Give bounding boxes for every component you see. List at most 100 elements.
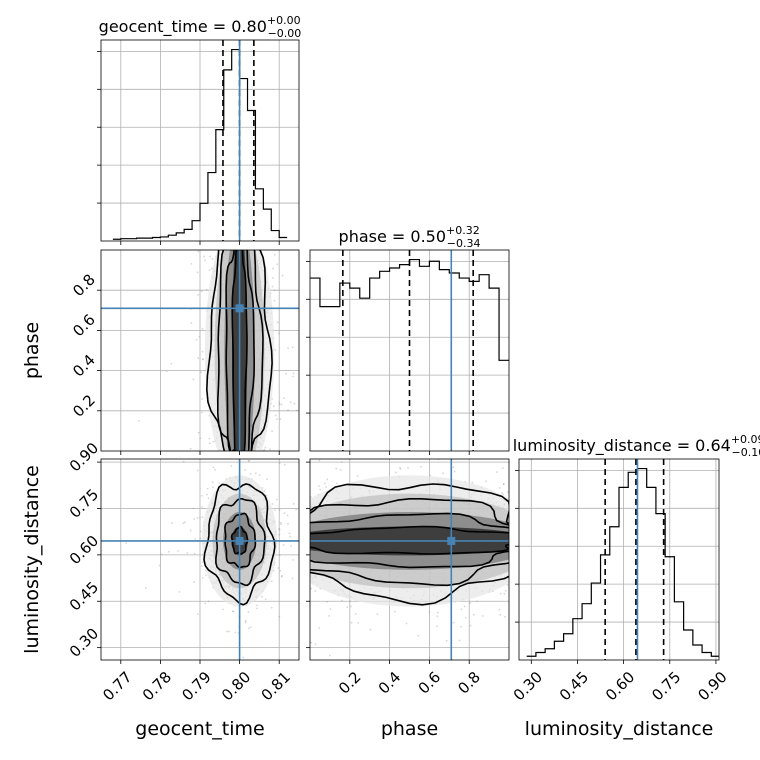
sample-point <box>293 402 296 405</box>
sample-point <box>273 289 276 292</box>
sample-point <box>190 322 193 325</box>
sample-point <box>199 537 202 540</box>
sample-point <box>219 456 221 458</box>
sample-point <box>202 358 204 361</box>
x-axis-label-luminosity_distance: luminosity_distance <box>525 718 714 740</box>
sample-point <box>488 456 490 458</box>
x-tick-label-geocent_time: 0.80 <box>218 668 254 704</box>
sample-point <box>502 493 505 496</box>
sample-point <box>186 552 189 554</box>
sample-point <box>318 485 320 487</box>
sample-point <box>399 466 401 469</box>
x-tick-label-luminosity_distance: 0.90 <box>694 668 730 704</box>
sample-point <box>375 428 377 430</box>
sample-point <box>177 549 179 552</box>
sample-point <box>301 410 303 412</box>
title-plus: +0.00 <box>267 14 301 27</box>
sample-point <box>328 654 331 657</box>
sample-point <box>280 403 283 406</box>
sample-point <box>393 610 396 613</box>
sample-point <box>500 491 503 494</box>
sample-point <box>328 398 330 400</box>
scatter-panel-geocent_time-vs-luminosity_distance <box>100 420 304 661</box>
sample-point <box>160 553 163 556</box>
sample-point <box>276 498 278 501</box>
sample-point <box>192 378 195 381</box>
sample-point <box>189 447 192 450</box>
sample-point <box>274 348 277 351</box>
sample-point <box>247 611 250 613</box>
sample-point <box>310 641 313 644</box>
sample-point <box>506 491 509 494</box>
sample-point <box>170 362 173 365</box>
sample-point <box>207 497 210 500</box>
x-tick-label-phase: 0.4 <box>375 668 405 698</box>
sample-point <box>212 466 215 469</box>
truth-marker <box>447 536 456 545</box>
sample-point <box>212 486 214 489</box>
sample-point <box>270 606 273 609</box>
sample-point <box>499 592 502 595</box>
sample-point <box>203 255 205 258</box>
scatter-panel-phase-vs-luminosity_distance <box>309 398 510 692</box>
sample-point <box>205 574 207 577</box>
sample-point <box>204 259 206 262</box>
sample-point <box>125 542 128 545</box>
sample-point <box>499 613 502 616</box>
sample-point <box>270 580 273 583</box>
sample-point <box>208 442 211 445</box>
sample-point <box>318 626 321 629</box>
sample-point <box>210 267 213 270</box>
sample-point <box>295 409 298 412</box>
sample-point <box>500 420 502 422</box>
sample-point <box>302 536 304 538</box>
sample-point <box>279 418 282 421</box>
sample-point <box>289 401 292 404</box>
sample-point <box>399 468 402 470</box>
contour-line <box>231 250 248 451</box>
sample-point <box>209 255 212 258</box>
sample-point <box>278 462 281 464</box>
sample-point <box>287 347 290 350</box>
sample-point <box>244 620 247 622</box>
sample-point <box>272 433 274 435</box>
sample-point <box>436 625 438 628</box>
sample-point <box>318 459 321 462</box>
sample-point <box>288 532 291 535</box>
sample-point <box>145 587 147 589</box>
sample-point <box>292 559 295 561</box>
sample-point <box>278 533 281 536</box>
sample-point <box>302 573 304 575</box>
truth-marker <box>235 304 244 313</box>
sample-point <box>197 357 200 359</box>
sample-point <box>285 372 287 375</box>
sample-point <box>178 590 181 593</box>
sample-point <box>211 481 214 483</box>
sample-point <box>197 293 200 296</box>
sample-point <box>452 621 455 624</box>
sample-point <box>244 621 247 624</box>
sample-point <box>271 276 274 279</box>
contours <box>310 483 509 606</box>
sample-point <box>214 468 216 471</box>
sample-point <box>207 420 209 422</box>
sample-point <box>232 610 235 613</box>
sample-point <box>201 327 204 330</box>
sample-point <box>506 583 509 586</box>
contour-line <box>310 512 509 569</box>
sample-point <box>256 604 258 607</box>
x-axis-label-phase: phase <box>381 718 438 740</box>
sample-point <box>407 466 409 469</box>
title-plus: +0.09 <box>731 433 760 446</box>
sample-point <box>200 371 202 373</box>
sample-point <box>499 486 501 489</box>
sample-point <box>278 508 281 511</box>
sample-point <box>354 613 357 615</box>
sample-point <box>395 690 397 692</box>
sample-point <box>436 615 439 618</box>
sample-point <box>409 418 411 420</box>
sample-point <box>496 471 498 473</box>
panel-frame <box>309 458 510 661</box>
sample-point <box>237 632 240 634</box>
sample-point <box>464 616 467 619</box>
